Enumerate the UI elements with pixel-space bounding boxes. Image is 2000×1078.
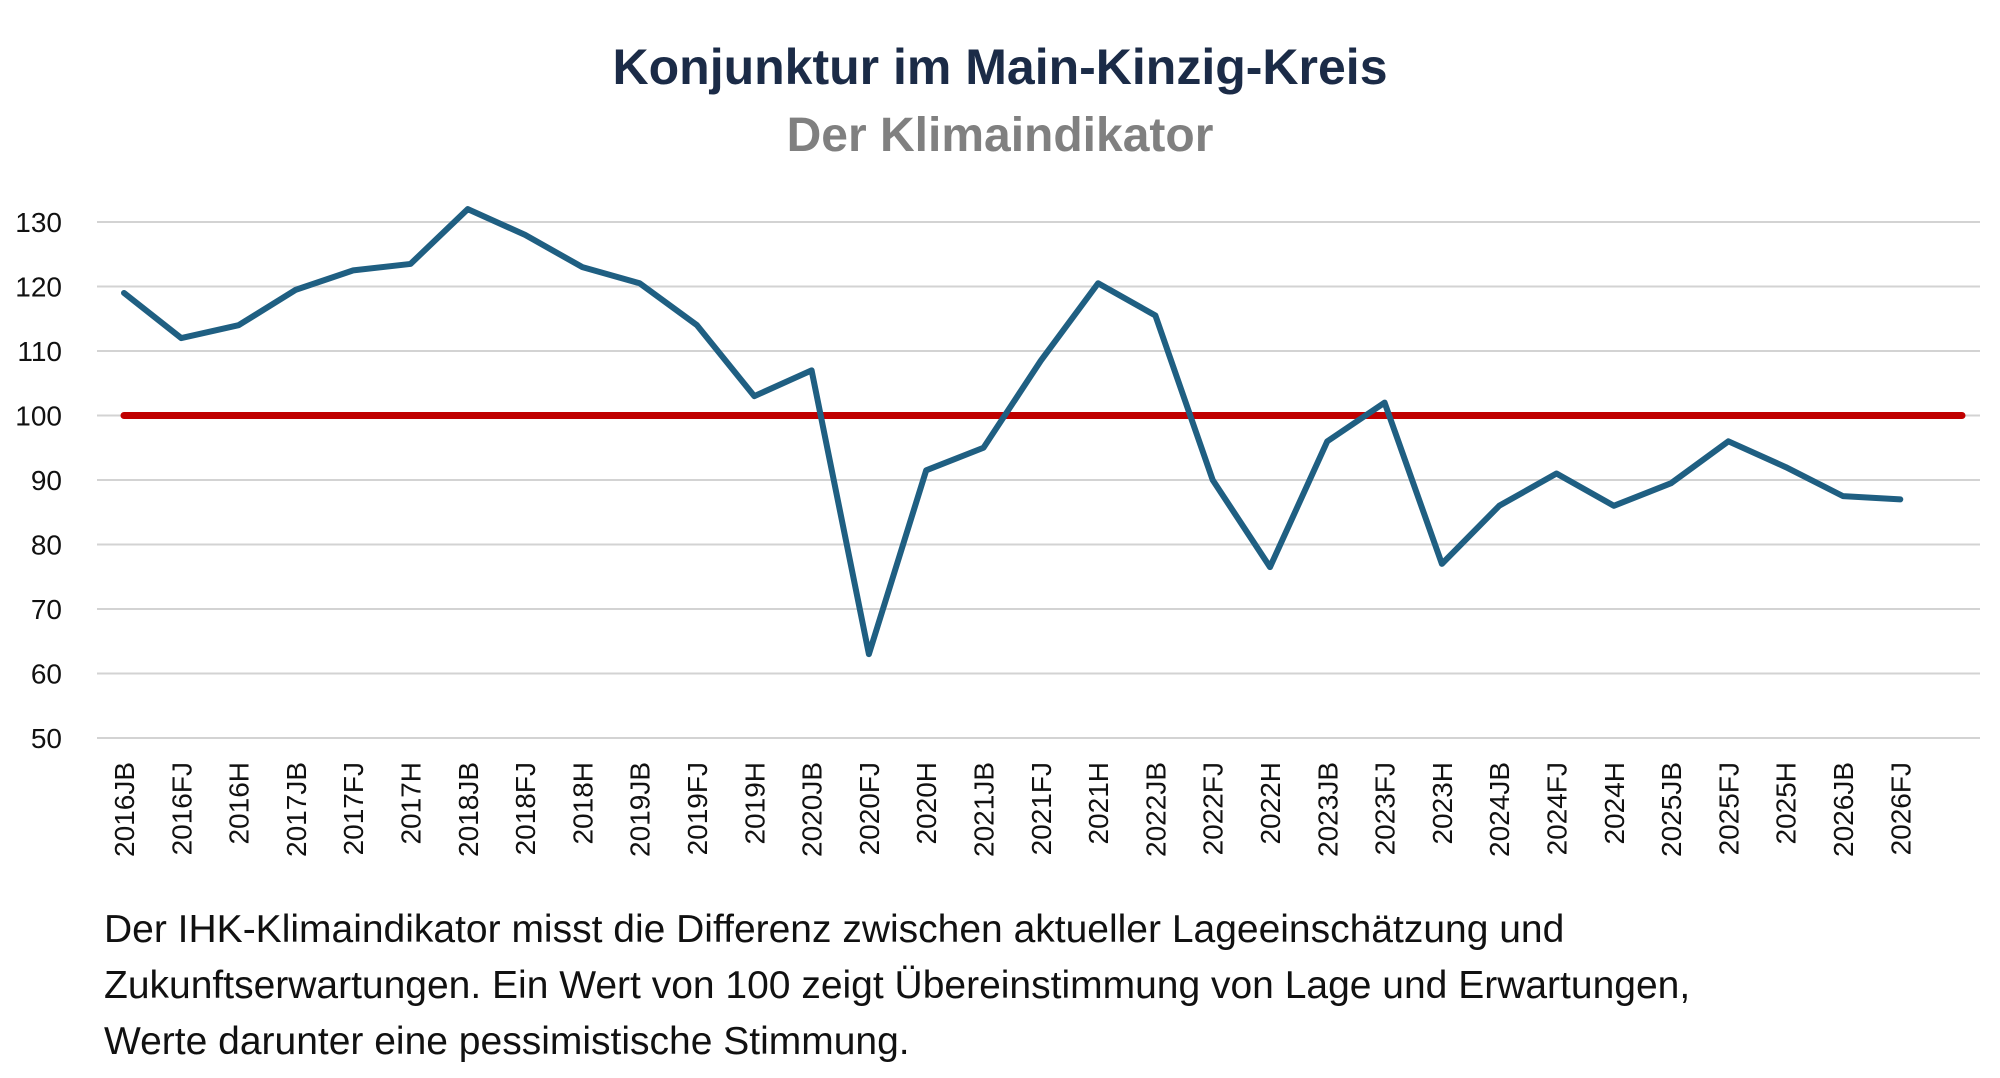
series-layer bbox=[121, 206, 1904, 658]
y-tick-label: 60 bbox=[31, 659, 62, 690]
x-tick-label: 2022H bbox=[1255, 762, 1286, 845]
y-tick-label: 130 bbox=[15, 207, 62, 238]
x-tick-label: 2021H bbox=[1083, 762, 1114, 845]
caption-line-3: Werte darunter eine pessimistische Stimm… bbox=[104, 1020, 910, 1063]
series-line bbox=[121, 206, 1904, 658]
y-tick-label: 50 bbox=[31, 723, 62, 754]
x-tick-label: 2024JB bbox=[1484, 762, 1515, 857]
line-chart: 130 120 110 100 90 80 70 60 50 2016JB 2016FJ 2016H… bbox=[15, 206, 1980, 857]
x-tick-label: 2019H bbox=[739, 762, 770, 845]
x-tick-label: 2021FJ bbox=[1026, 762, 1057, 855]
y-tick-label: 120 bbox=[15, 272, 62, 303]
x-tick-label: 2025JB bbox=[1656, 762, 1687, 857]
x-tick-label: 2018JB bbox=[453, 762, 484, 857]
x-tick-label: 2021JB bbox=[969, 762, 1000, 857]
y-tick-label: 90 bbox=[31, 465, 62, 496]
x-tick-label: 2024FJ bbox=[1542, 762, 1573, 855]
x-tick-label: 2026FJ bbox=[1885, 762, 1916, 855]
chart-subtitle: Der Klimaindikator bbox=[786, 109, 1214, 162]
x-tick-label: 2018FJ bbox=[510, 762, 541, 855]
x-tick-label: 2016JB bbox=[109, 762, 140, 857]
y-tick-label: 70 bbox=[31, 594, 62, 625]
x-tick-label: 2018H bbox=[567, 762, 598, 845]
y-tick-label: 80 bbox=[31, 530, 62, 561]
x-tick-label: 2017JB bbox=[281, 762, 312, 857]
x-tick-label: 2019JB bbox=[625, 762, 656, 857]
x-tick-label: 2022FJ bbox=[1198, 762, 1229, 855]
x-tick-label: 2023H bbox=[1427, 762, 1458, 845]
caption-line-2: Zukunftserwartungen. Ein Wert von 100 ze… bbox=[104, 964, 1691, 1007]
x-tick-label: 2017FJ bbox=[338, 762, 369, 855]
y-tick-label: 110 bbox=[17, 336, 62, 367]
x-tick-label: 2024H bbox=[1599, 762, 1630, 845]
x-tick-label: 2016FJ bbox=[166, 762, 197, 855]
x-tick-label: 2023JB bbox=[1312, 762, 1343, 857]
x-tick-label: 2025FJ bbox=[1713, 762, 1744, 855]
x-tick-label: 2023FJ bbox=[1370, 762, 1401, 855]
caption-line-1: Der IHK-Klimaindikator misst die Differe… bbox=[104, 908, 1565, 951]
x-axis-ticks: 2016JB 2016FJ 2016H 2017JB 2017FJ 2017H 2018JB… bbox=[109, 762, 1916, 857]
x-tick-label: 2017H bbox=[396, 762, 427, 845]
x-tick-label: 2025H bbox=[1771, 762, 1802, 845]
x-tick-label: 2020FJ bbox=[854, 762, 885, 855]
y-axis-ticks: 130 120 110 100 90 80 70 60 50 bbox=[15, 207, 62, 754]
x-tick-label: 2020H bbox=[911, 762, 942, 845]
chart-caption: Der IHK-Klimaindikator misst die Differe… bbox=[104, 902, 1904, 1070]
x-tick-label: 2016H bbox=[224, 762, 255, 845]
x-tick-label: 2020JB bbox=[797, 762, 828, 857]
grid-lines bbox=[97, 221, 1980, 739]
x-tick-label: 2022JB bbox=[1140, 762, 1171, 857]
chart-title: Konjunktur im Main-Kinzig-Kreis bbox=[612, 39, 1388, 95]
y-tick-label: 100 bbox=[15, 401, 62, 432]
x-tick-label: 2026JB bbox=[1828, 762, 1859, 857]
x-tick-label: 2019FJ bbox=[682, 762, 713, 855]
